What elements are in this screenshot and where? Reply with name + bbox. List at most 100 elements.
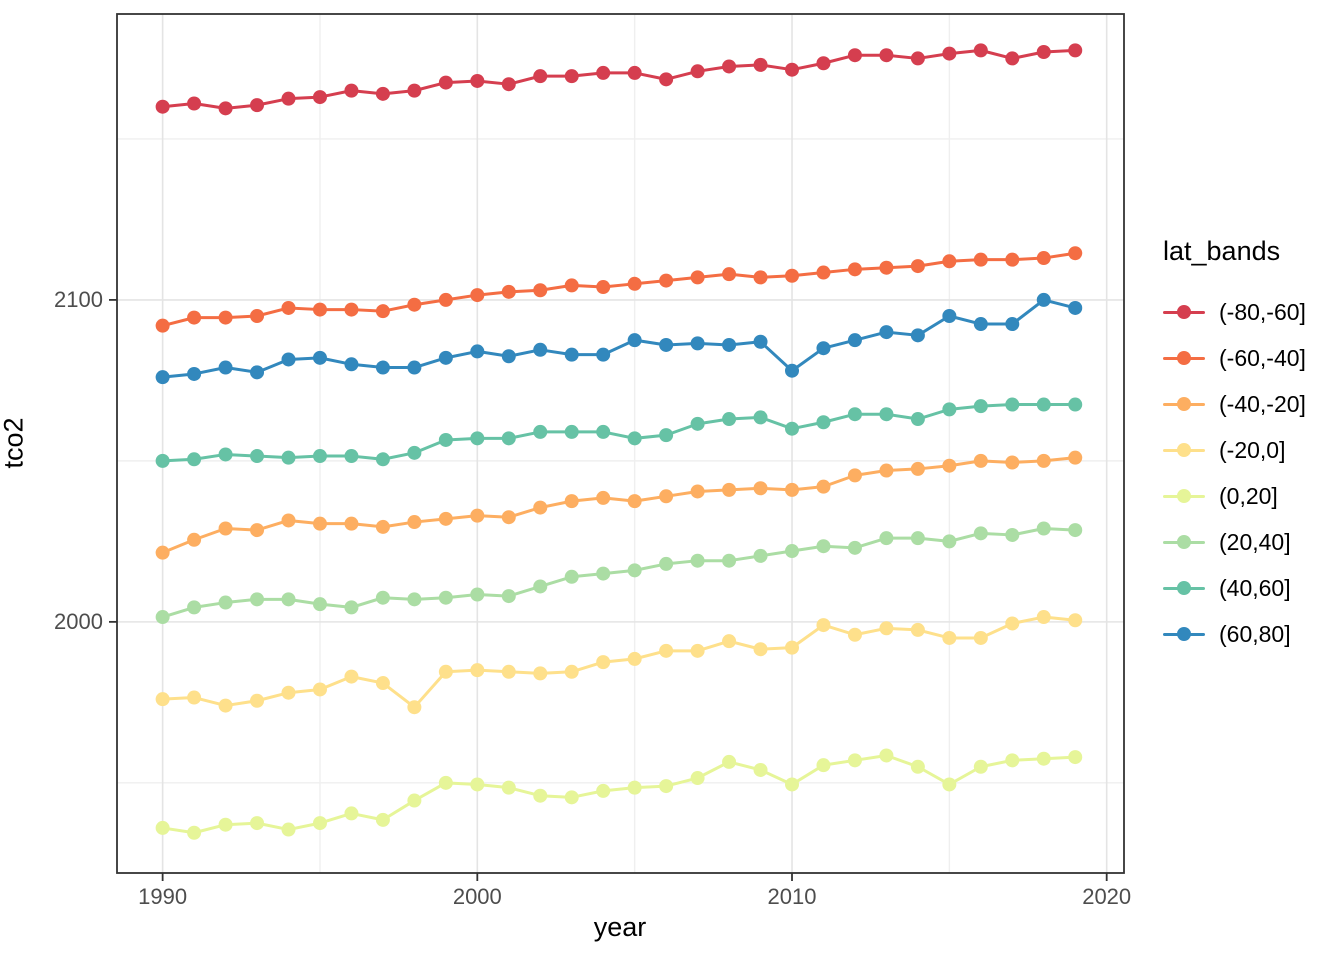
legend-items: (-80,-60] (-60,-40] (-40,-20] (-20,0] (0,20]… <box>1163 289 1306 657</box>
data-point <box>1036 397 1051 412</box>
data-point <box>942 777 957 792</box>
data-point <box>596 347 611 362</box>
data-point <box>375 812 390 827</box>
data-point <box>281 91 296 106</box>
data-point <box>218 360 233 375</box>
data-point <box>596 566 611 581</box>
data-point <box>438 75 453 90</box>
data-point <box>973 399 988 414</box>
data-point <box>1068 300 1083 315</box>
legend-item: (-60,-40] <box>1163 335 1306 381</box>
data-point <box>470 777 485 792</box>
data-point <box>722 412 737 427</box>
data-point <box>281 513 296 528</box>
data-point <box>187 452 202 467</box>
data-point <box>533 283 548 298</box>
legend-item-label: (60,80] <box>1219 620 1291 647</box>
data-point <box>533 788 548 803</box>
data-point <box>847 48 862 63</box>
legend-key-dot <box>1177 351 1191 365</box>
data-point <box>564 424 579 439</box>
data-point <box>407 592 422 607</box>
data-point <box>187 690 202 705</box>
data-point <box>281 822 296 837</box>
data-point <box>722 553 737 568</box>
data-point <box>690 771 705 786</box>
legend-key-icon <box>1163 390 1205 418</box>
data-point <box>785 421 800 436</box>
data-point <box>627 276 642 291</box>
legend-key-dot <box>1177 397 1191 411</box>
data-point <box>281 450 296 465</box>
data-point <box>596 655 611 670</box>
data-point <box>627 333 642 348</box>
data-point <box>879 325 894 340</box>
data-point <box>501 780 516 795</box>
data-point <box>596 783 611 798</box>
data-point <box>879 463 894 478</box>
data-point <box>785 363 800 378</box>
data-point <box>438 432 453 447</box>
legend-item: (20,40] <box>1163 519 1306 565</box>
data-point <box>564 569 579 584</box>
data-point <box>722 482 737 497</box>
data-point <box>281 300 296 315</box>
data-point <box>722 754 737 769</box>
data-point <box>155 820 170 835</box>
data-point <box>155 545 170 560</box>
data-point <box>753 548 768 563</box>
data-point <box>816 758 831 773</box>
data-point <box>879 407 894 422</box>
data-point <box>973 43 988 58</box>
data-point <box>250 365 265 380</box>
data-point <box>155 610 170 625</box>
data-point <box>312 597 327 612</box>
data-point <box>344 302 359 317</box>
data-point <box>722 634 737 649</box>
data-point <box>501 589 516 604</box>
data-point <box>533 666 548 681</box>
data-point <box>627 780 642 795</box>
data-point <box>281 685 296 700</box>
legend-key-dot <box>1177 627 1191 641</box>
legend-item-label: (-60,-40] <box>1219 344 1306 371</box>
data-point <box>187 310 202 325</box>
legend-key-icon <box>1163 298 1205 326</box>
data-point <box>533 579 548 594</box>
data-point <box>470 587 485 602</box>
data-point <box>659 556 674 571</box>
data-point <box>942 534 957 549</box>
data-point <box>1036 751 1051 766</box>
data-point <box>785 777 800 792</box>
data-point <box>659 273 674 288</box>
data-point <box>375 676 390 691</box>
data-point <box>785 62 800 77</box>
data-point <box>407 360 422 375</box>
data-point <box>1068 523 1083 538</box>
data-point <box>1068 450 1083 465</box>
data-point <box>312 90 327 105</box>
data-point <box>470 288 485 303</box>
legend-item: (0,20] <box>1163 473 1306 519</box>
data-point <box>344 83 359 98</box>
data-point <box>187 366 202 381</box>
data-point <box>816 539 831 554</box>
data-point <box>218 595 233 610</box>
data-point <box>564 790 579 805</box>
data-point <box>250 309 265 324</box>
data-point <box>344 449 359 464</box>
data-point <box>753 762 768 777</box>
data-point <box>375 452 390 467</box>
data-point <box>218 447 233 462</box>
data-point <box>438 664 453 679</box>
data-point <box>250 592 265 607</box>
data-point <box>910 759 925 774</box>
data-point <box>753 410 768 425</box>
data-point <box>973 252 988 267</box>
data-point <box>942 402 957 417</box>
data-point <box>187 825 202 840</box>
data-point <box>910 328 925 343</box>
legend-key-icon <box>1163 574 1205 602</box>
data-point <box>785 482 800 497</box>
data-point <box>690 643 705 658</box>
